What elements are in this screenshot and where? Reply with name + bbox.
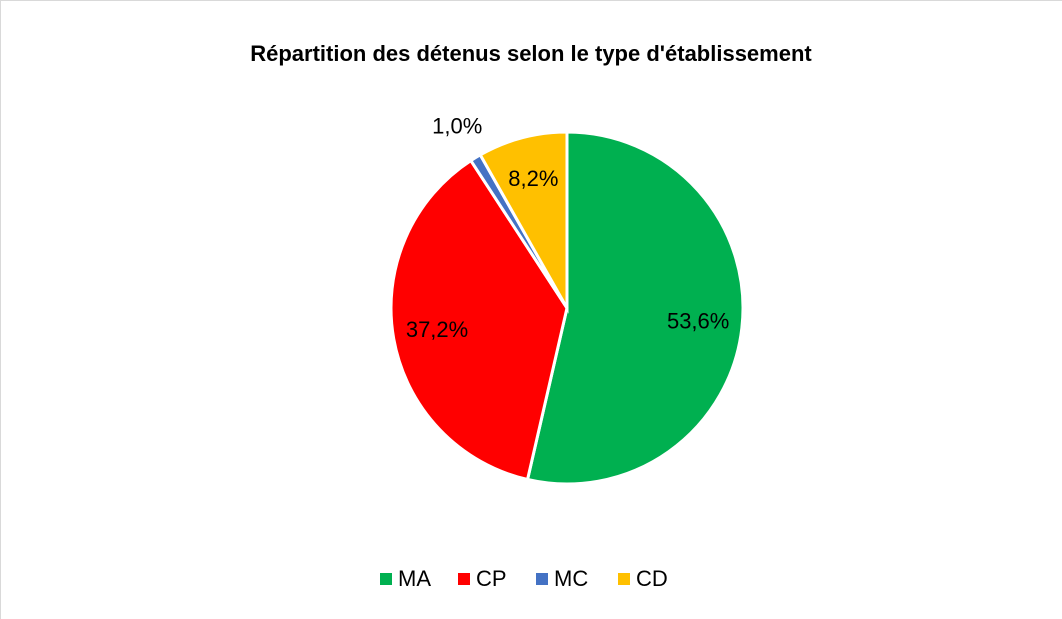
legend-label: CP	[476, 566, 507, 591]
data-label: 1,0%	[432, 113, 482, 138]
legend-swatch	[458, 573, 470, 585]
legend-swatch	[618, 573, 630, 585]
legend-label: MA	[398, 566, 431, 591]
data-label: 53,6%	[667, 309, 729, 334]
data-label: 37,2%	[406, 317, 468, 342]
pie-slice	[525, 130, 745, 486]
legend-label: MC	[554, 566, 588, 591]
data-label: 8,2%	[508, 166, 558, 191]
pie-slice	[389, 158, 569, 482]
legend-swatch	[536, 573, 548, 585]
chart-title: Répartition des détenus selon le type d'…	[250, 41, 812, 66]
pie-slice	[478, 130, 569, 314]
legend-swatch	[380, 573, 392, 585]
legend-label: CD	[636, 566, 668, 591]
